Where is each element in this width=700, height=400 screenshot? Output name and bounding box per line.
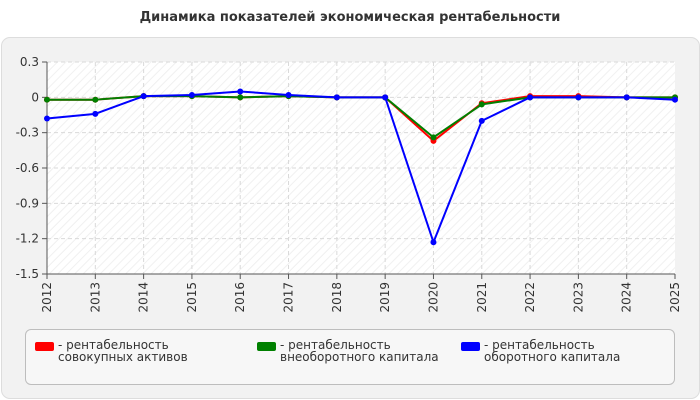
- series-line: [46, 90, 676, 244]
- x-tick-label: 2017: [282, 282, 296, 313]
- y-tick-label: -0.3: [16, 126, 39, 140]
- y-tick-label: -1.2: [16, 232, 39, 246]
- x-tick-label: 2022: [523, 282, 537, 313]
- data-point: [478, 117, 485, 124]
- data-point: [527, 94, 534, 101]
- y-tick-label: 0: [31, 90, 39, 104]
- x-tick-label: 2016: [233, 282, 247, 313]
- x-tick-label: 2012: [40, 282, 54, 313]
- x-tick-label: 2023: [571, 282, 585, 313]
- data-point: [92, 96, 99, 103]
- data-point: [672, 96, 678, 103]
- data-point: [140, 93, 147, 100]
- data-point: [188, 91, 195, 98]
- data-point: [237, 94, 244, 101]
- data-point: [333, 94, 340, 101]
- data-point: [285, 91, 292, 98]
- data-point: [430, 134, 437, 141]
- legend: - рентабельность совокупных активов - ре…: [25, 329, 675, 385]
- x-tick-label: 2021: [475, 282, 489, 313]
- legend-item-fixed-capital[interactable]: - рентабельность внеоборотного капитала: [257, 339, 460, 363]
- x-tick-label: 2015: [185, 282, 199, 313]
- x-tick-label: 2025: [668, 282, 682, 313]
- data-point: [430, 239, 437, 246]
- legend-label-working-capital: - рентабельность оборотного капитала: [484, 338, 621, 364]
- data-point: [92, 110, 99, 117]
- series-2: [44, 88, 678, 246]
- y-tick-label: 0.3: [20, 55, 39, 69]
- legend-item-total-assets[interactable]: - рентабельность совокупных активов: [35, 339, 238, 363]
- legend-swatch-total-assets: [35, 342, 54, 351]
- y-tick-label: -1.5: [16, 267, 39, 281]
- data-point: [44, 115, 50, 122]
- y-tick-label: -0.9: [16, 196, 39, 210]
- chart-title: Динамика показателей экономическая рента…: [139, 10, 561, 25]
- legend-label-total-assets: - рентабельность совокупных активов: [58, 338, 188, 364]
- x-tick-label: 2018: [330, 282, 344, 313]
- legend-label-fixed-capital: - рентабельность внеоборотного капитала: [280, 338, 439, 364]
- x-tick-label: 2014: [137, 282, 151, 313]
- data-point: [623, 94, 630, 101]
- x-tick-label: 2013: [88, 282, 102, 313]
- x-tick-label: 2020: [426, 282, 440, 313]
- legend-item-working-capital[interactable]: - рентабельность оборотного капитала: [461, 339, 664, 363]
- legend-swatch-working-capital: [461, 342, 480, 351]
- data-point: [44, 96, 50, 103]
- data-point: [478, 101, 485, 108]
- x-tick-label: 2024: [620, 282, 634, 313]
- legend-swatch-fixed-capital: [257, 342, 276, 351]
- y-tick-label: -0.6: [16, 161, 39, 175]
- data-point: [237, 88, 244, 95]
- data-point: [575, 94, 582, 101]
- series-lines: [44, 88, 678, 246]
- data-point: [382, 94, 389, 101]
- x-tick-label: 2019: [378, 282, 392, 313]
